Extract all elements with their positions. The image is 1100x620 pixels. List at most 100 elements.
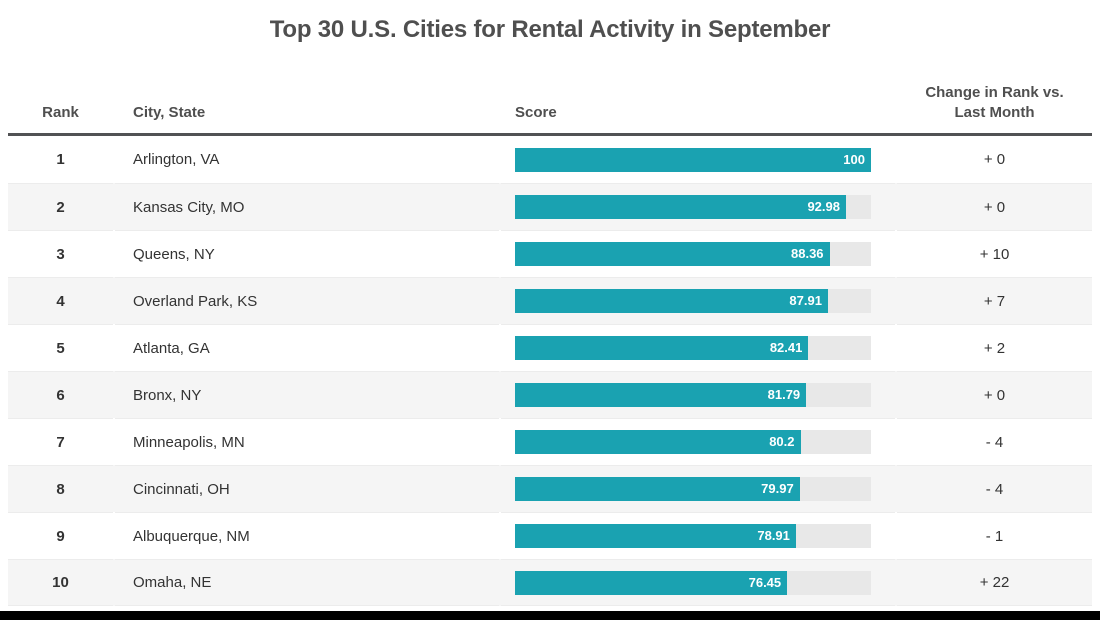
change-cell: + 0 [897, 183, 1092, 230]
rank-value: 3 [56, 245, 65, 263]
city-cell: Omaha, NE [115, 559, 499, 606]
city-value: Minneapolis, MN [133, 433, 245, 451]
table-row: 7 Minneapolis, MN 80.2 - 4 [8, 418, 1092, 465]
city-cell: Arlington, VA [115, 136, 499, 183]
score-cell: 78.91 [501, 512, 895, 559]
score-bar-fill: 100 [515, 147, 871, 172]
score-bar-fill: 80.2 [515, 430, 801, 454]
score-bar-track: 87.91 [515, 289, 871, 313]
header-cell-city: City, State [115, 103, 499, 123]
city-cell: Albuquerque, NM [115, 512, 499, 559]
table-header-row: Rank City, State Score Change in Rank vs… [8, 48, 1092, 136]
city-value: Kansas City, MO [133, 198, 245, 216]
city-value: Omaha, NE [133, 574, 212, 591]
city-cell: Kansas City, MO [115, 183, 499, 230]
score-bar-track: 79.97 [515, 477, 871, 501]
header-cell-rank: Rank [8, 103, 113, 123]
score-bar-track: 76.45 [515, 570, 871, 595]
score-bar-track: 100 [515, 147, 871, 172]
header-label-change: Change in Rank vs. Last Month [925, 83, 1063, 123]
city-cell: Overland Park, KS [115, 277, 499, 324]
change-cell: - 1 [897, 512, 1092, 559]
change-value: - 4 [985, 433, 1004, 451]
change-value: + 7 [983, 292, 1006, 310]
rank-value: 2 [56, 198, 65, 216]
score-bar-fill: 76.45 [515, 570, 788, 595]
city-value: Atlanta, GA [133, 339, 210, 357]
score-cell: 76.45 [501, 559, 895, 606]
rank-cell: 6 [8, 371, 113, 418]
score-bar-fill: 88.36 [515, 242, 830, 266]
header-label-rank: Rank [42, 104, 79, 121]
city-value: Overland Park, KS [133, 292, 258, 310]
score-value: 78.91 [757, 528, 790, 543]
score-cell: 92.98 [501, 183, 895, 230]
change-value: + 10 [979, 245, 1010, 263]
change-value: + 2 [983, 339, 1006, 357]
header-cell-score: Score [501, 103, 895, 123]
rank-cell: 9 [8, 512, 113, 559]
score-value: 81.79 [767, 387, 801, 402]
rank-cell: 1 [8, 136, 113, 183]
score-bar-track: 88.36 [515, 242, 871, 266]
header-label-change-line1: Change in Rank vs. [925, 84, 1064, 101]
change-value: + 0 [983, 386, 1006, 404]
table-row: 2 Kansas City, MO 92.98 + 0 [8, 183, 1092, 230]
score-bar-track: 82.41 [515, 336, 871, 360]
change-value: + 0 [983, 151, 1006, 168]
city-cell: Cincinnati, OH [115, 465, 499, 512]
table-row: 5 Atlanta, GA 82.41 + 2 [8, 324, 1092, 371]
table-row: 1 Arlington, VA 100 + 0 [8, 136, 1092, 183]
city-cell: Minneapolis, MN [115, 418, 499, 465]
score-value: 79.97 [761, 481, 794, 496]
score-value: 82.41 [769, 340, 803, 355]
change-value: + 22 [979, 574, 1010, 591]
city-value: Cincinnati, OH [133, 480, 230, 498]
header-label-change-line2: Last Month [954, 104, 1035, 121]
score-bar-track: 81.79 [515, 383, 871, 407]
table-row: 10 Omaha, NE 76.45 + 22 [8, 559, 1092, 606]
score-bar-track: 80.2 [515, 430, 871, 454]
table-row: 3 Queens, NY 88.36 + 10 [8, 230, 1092, 277]
score-bar-fill: 92.98 [515, 195, 846, 219]
city-cell: Bronx, NY [115, 371, 499, 418]
header-label-city: City, State [133, 104, 206, 121]
rank-cell: 3 [8, 230, 113, 277]
table-body: 1 Arlington, VA 100 + 0 2 Kansas City, M… [8, 136, 1092, 606]
score-cell: 79.97 [501, 465, 895, 512]
score-value: 100 [843, 151, 865, 167]
score-bar-fill: 78.91 [515, 524, 796, 548]
city-cell: Atlanta, GA [115, 324, 499, 371]
bottom-black-bar [0, 611, 1100, 620]
change-cell: + 0 [897, 371, 1092, 418]
change-value: - 4 [985, 480, 1004, 498]
header-label-score: Score [515, 104, 557, 121]
page-title: Top 30 U.S. Cities for Rental Activity i… [269, 16, 831, 43]
rank-value: 6 [56, 386, 65, 404]
rank-value: 1 [56, 151, 65, 168]
score-bar-fill: 87.91 [515, 289, 828, 313]
rank-cell: 10 [8, 559, 113, 606]
table-row: 8 Cincinnati, OH 79.97 - 4 [8, 465, 1092, 512]
table-row: 4 Overland Park, KS 87.91 + 7 [8, 277, 1092, 324]
rank-cell: 2 [8, 183, 113, 230]
score-cell: 80.2 [501, 418, 895, 465]
score-cell: 82.41 [501, 324, 895, 371]
score-bar-fill: 79.97 [515, 477, 800, 501]
change-cell: + 10 [897, 230, 1092, 277]
table-row: 6 Bronx, NY 81.79 + 0 [8, 371, 1092, 418]
change-cell: + 0 [897, 136, 1092, 183]
score-value: 87.91 [789, 293, 822, 308]
city-value: Arlington, VA [133, 151, 220, 168]
score-value: 88.36 [791, 246, 824, 261]
rank-value: 9 [56, 527, 65, 545]
score-bar-fill: 81.79 [515, 383, 807, 407]
rank-cell: 4 [8, 277, 113, 324]
score-bar-track: 78.91 [515, 524, 871, 548]
rank-cell: 5 [8, 324, 113, 371]
rank-cell: 7 [8, 418, 113, 465]
city-cell: Queens, NY [115, 230, 499, 277]
rank-value: 8 [56, 480, 65, 498]
city-value: Bronx, NY [133, 386, 202, 404]
